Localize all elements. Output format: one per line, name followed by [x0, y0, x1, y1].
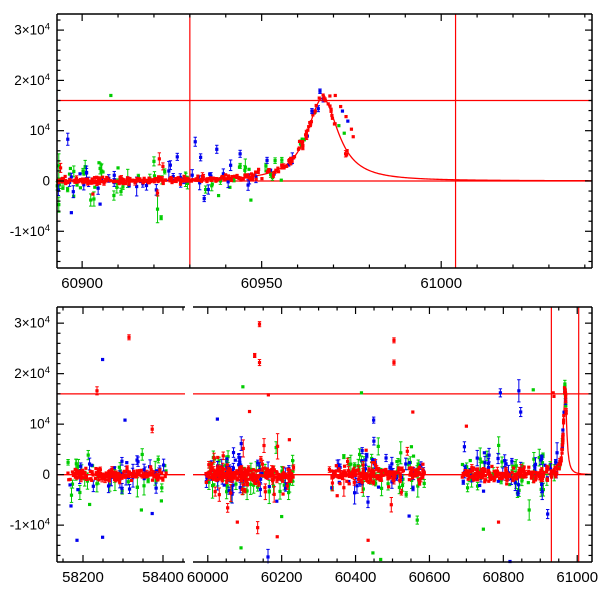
svg-text:2×104: 2×104: [14, 365, 50, 381]
tick-labels: 58200 58400 60000 60200 60400 60600 60800 61000…: [10, 315, 598, 586]
svg-text:60900: 60900: [61, 275, 103, 292]
tick-marks: [57, 14, 592, 268]
svg-text:3×104: 3×104: [14, 22, 50, 38]
panel-zoom: 60900 60950 61000 3×104 2×104 104 0 -1×104: [10, 13, 593, 292]
data-points: [66, 321, 568, 564]
svg-text:0: 0: [42, 467, 50, 482]
svg-text:60400: 60400: [335, 569, 377, 586]
tick-marks: [57, 307, 592, 562]
svg-text:60200: 60200: [261, 569, 303, 586]
svg-text:58200: 58200: [62, 569, 104, 586]
data-points: [55, 88, 355, 224]
svg-text:60600: 60600: [409, 569, 451, 586]
svg-text:60000: 60000: [187, 569, 229, 586]
svg-text:60800: 60800: [482, 569, 524, 586]
svg-text:58400: 58400: [142, 569, 184, 586]
svg-text:104: 104: [30, 122, 50, 138]
tick-labels: 60900 60950 61000 3×104 2×104 104 0 -1×104: [10, 22, 462, 292]
svg-text:0: 0: [42, 173, 50, 188]
svg-text:104: 104: [30, 416, 50, 432]
svg-text:3×104: 3×104: [14, 315, 50, 331]
svg-text:-1×104: -1×104: [10, 223, 50, 239]
svg-text:-1×104: -1×104: [10, 517, 50, 533]
svg-text:2×104: 2×104: [14, 72, 50, 88]
svg-text:61000: 61000: [420, 275, 462, 292]
panel-full: 58200 58400 60000 60200 60400 60600 60800 61000…: [10, 306, 598, 586]
svg-text:60950: 60950: [241, 275, 283, 292]
svg-text:61000: 61000: [556, 569, 598, 586]
